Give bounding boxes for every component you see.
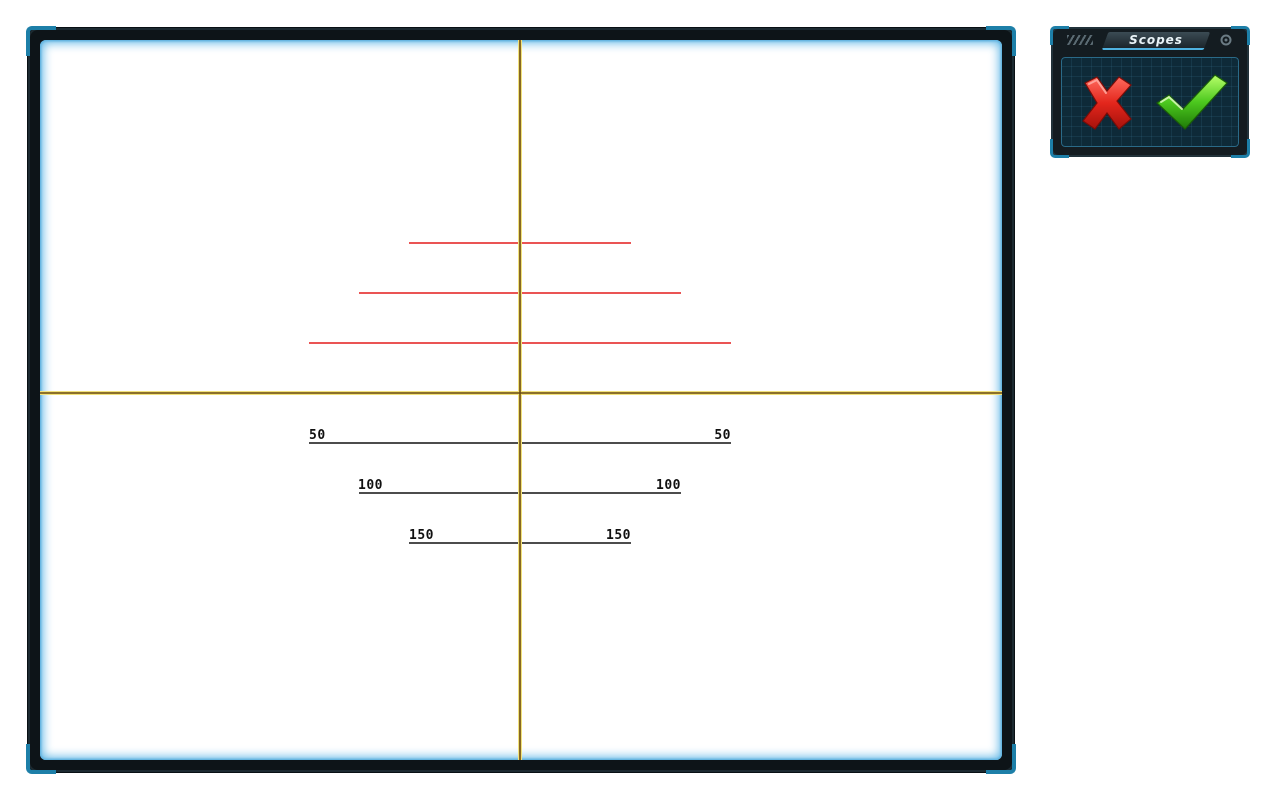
header-stripes [1067,35,1093,45]
frame-corner-top-left [26,26,56,56]
lower-mark-1-left-label: 50 [309,428,326,443]
panel-body [1061,57,1239,147]
cancel-button[interactable] [1073,69,1141,137]
lower-mark-2-right-label: 100 [656,478,681,493]
panel-corner-top-left [1050,26,1069,45]
lower-mark-3-right-label: 150 [606,528,631,543]
frame-corner-bottom-right [986,744,1016,774]
panel-corner-top-right [1231,26,1250,45]
lower-mark-2-left-label: 100 [358,478,383,493]
confirm-button[interactable] [1153,69,1228,137]
scope-preview-frame: 50 50 100 100 150 150 [26,26,1016,774]
panel-header: Scopes [1059,31,1241,51]
panel-corner-bottom-right [1231,139,1250,158]
green-check-icon [1156,74,1228,130]
gear-icon [1220,34,1232,46]
frame-corner-bottom-left [26,744,56,774]
red-x-icon [1082,76,1132,130]
scope-view: 50 50 100 100 150 150 [40,40,1002,760]
panel-title: Scopes [1129,33,1183,47]
scopes-panel: Scopes [1050,26,1250,158]
frame-corner-top-right [986,26,1016,56]
lower-mark-1-right-label: 50 [714,428,731,443]
lower-mark-3-left-label: 150 [409,528,434,543]
panel-corner-bottom-left [1050,139,1069,158]
scope-reticle: 50 50 100 100 150 150 [40,40,1002,760]
